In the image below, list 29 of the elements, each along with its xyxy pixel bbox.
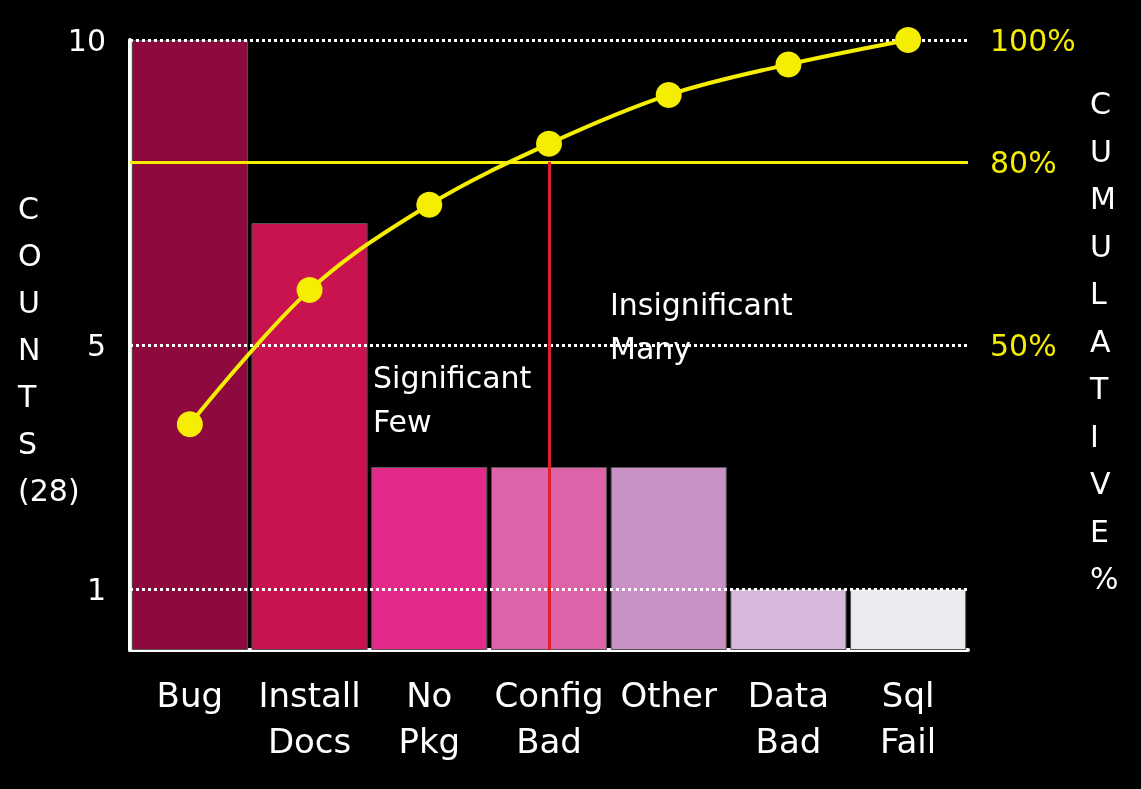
y2-tick-label: 50% — [990, 327, 1057, 363]
y-tick-label: 1 — [86, 571, 106, 607]
bar — [730, 589, 847, 650]
x-tick-label: Sql Fail — [880, 675, 937, 761]
bar — [251, 223, 368, 650]
bar — [371, 467, 488, 650]
point — [176, 411, 203, 438]
y2-tick-label: 80% — [990, 144, 1057, 180]
y-axis-title: COUNTS (28) — [17, 191, 80, 508]
point — [296, 277, 323, 304]
x-tick-label: Data Bad — [747, 675, 830, 761]
point — [655, 81, 682, 108]
bar — [850, 589, 967, 650]
y-tick-label: 5 — [86, 327, 106, 363]
point — [775, 51, 802, 78]
bar — [610, 467, 727, 650]
y2-tick-label: 100% — [990, 22, 1076, 58]
x-tick-label: Install Docs — [258, 675, 361, 761]
x-tick-label: Config Bad — [494, 675, 604, 761]
bar — [490, 467, 608, 650]
x-tick-label: No Pkg — [398, 675, 461, 761]
x-tick-label: Bug — [156, 675, 224, 715]
point — [895, 27, 922, 53]
point — [416, 191, 443, 218]
x-tick-label: Other — [620, 675, 717, 715]
point — [536, 130, 562, 157]
text: CUMULATIVE % — [1090, 86, 1119, 597]
annotation: Significant Few — [373, 359, 532, 439]
y-tick-label: 10 — [67, 22, 106, 58]
